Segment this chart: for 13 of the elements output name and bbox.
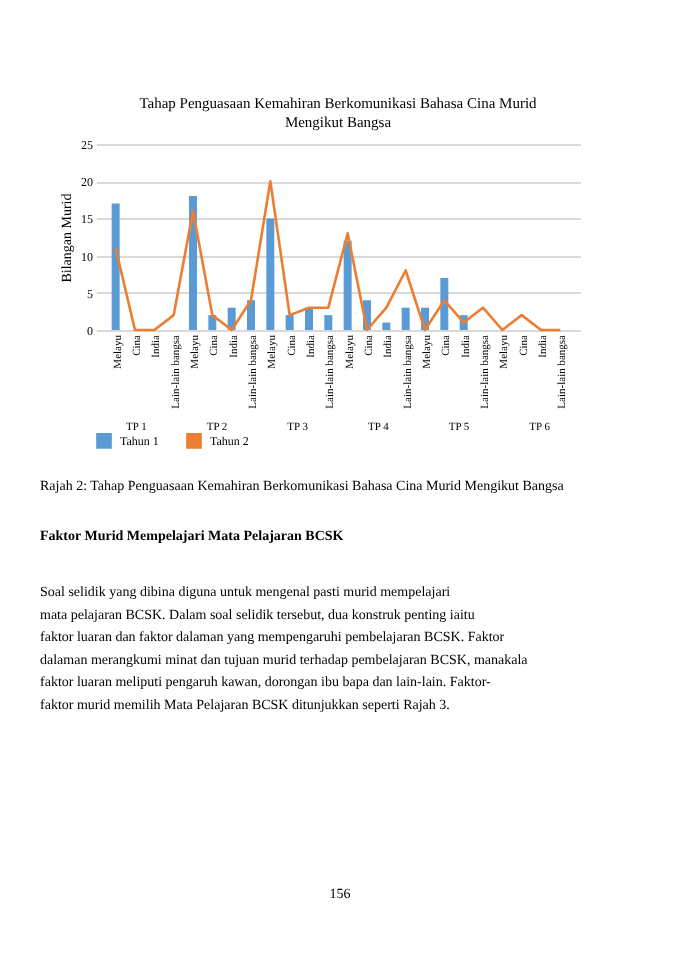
line-series [114, 179, 562, 332]
bar [189, 196, 197, 330]
bar [382, 322, 391, 330]
bar [111, 203, 120, 330]
bar [266, 218, 275, 330]
bar [401, 307, 410, 330]
bar [324, 315, 333, 330]
bar [285, 315, 294, 330]
bar [208, 315, 217, 330]
bar [343, 240, 352, 330]
bar [305, 307, 313, 330]
bar [440, 277, 449, 330]
bar [247, 300, 255, 330]
